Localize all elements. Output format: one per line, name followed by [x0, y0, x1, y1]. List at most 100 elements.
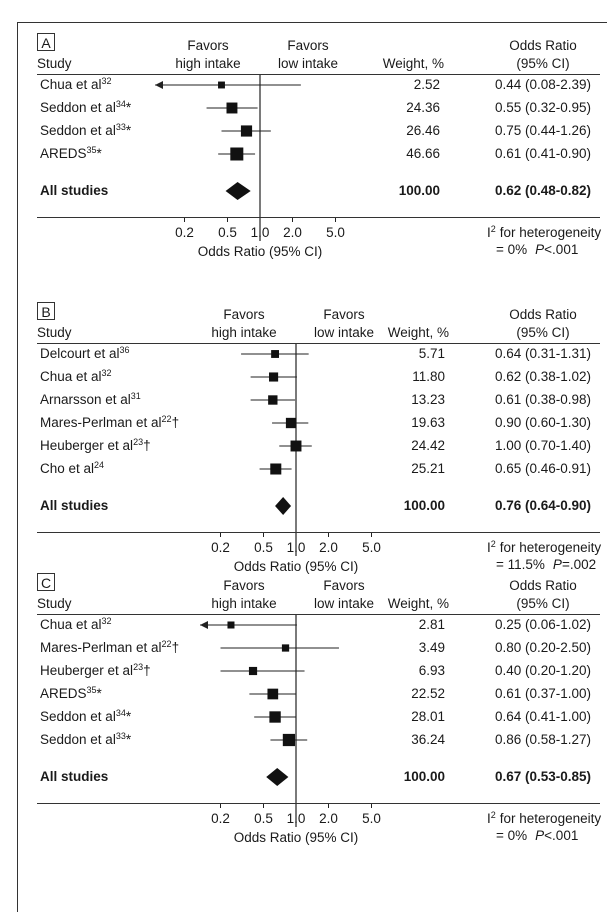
study-label: Chua et al32 [40, 77, 112, 93]
study-ref: 22 [161, 414, 172, 424]
point-estimate [290, 440, 302, 452]
study-label: Chua et al32 [40, 369, 112, 385]
study-ref: 36 [119, 345, 130, 355]
study-or-ci: 0.75 (0.44-1.26) [494, 123, 592, 138]
study-label: Seddon et al34* [40, 709, 131, 725]
study-weight: 24.36 [406, 100, 440, 115]
heterogeneity-i2: = 0% [496, 828, 528, 843]
forest-plot-svg [220, 344, 372, 556]
study-or-ci: 0.61 (0.38-0.98) [494, 392, 592, 407]
point-estimate [218, 81, 225, 89]
pooled-or-ci: 0.62 (0.48-0.82) [494, 183, 592, 198]
point-estimate [226, 102, 238, 114]
header-favors-high-sub: high intake [175, 56, 241, 71]
i-squared: I [487, 225, 491, 240]
heterogeneity-i2: = 0% [496, 242, 528, 257]
x-tick-label: 0.5 [254, 811, 273, 826]
header-study: Study [37, 56, 72, 71]
study-name: Mares-Perlman et al [40, 640, 162, 655]
study-or-ci: 0.65 (0.46-0.91) [494, 461, 592, 476]
p-value: <.001 [544, 242, 579, 257]
study-name: Heuberger et al [40, 438, 134, 453]
study-ref: 33 [115, 731, 126, 741]
heterogeneity-label: for heterogeneity [499, 540, 602, 555]
study-name: AREDS [40, 686, 87, 701]
ci-arrow [200, 621, 208, 629]
study-weight: 5.71 [418, 346, 445, 361]
study-ref: 31 [130, 391, 141, 401]
study-label: Cho et al24 [40, 461, 104, 477]
study-weight: 25.21 [411, 461, 445, 476]
p-value: <.001 [544, 828, 579, 843]
forest-panel-b: B Study Favors high intake Favors low intake W… [0, 297, 610, 574]
ci-arrow [155, 81, 163, 89]
study-mark: * [125, 100, 132, 115]
point-estimate [227, 621, 235, 629]
header-favors-low: Favors [323, 307, 365, 322]
study-weight: 26.46 [406, 123, 440, 138]
study-mark: * [96, 686, 102, 701]
heterogeneity-label: for heterogeneity [499, 811, 602, 826]
p-label: P [552, 557, 562, 572]
study-mark: * [125, 709, 132, 724]
header-favors-low: Favors [323, 578, 365, 593]
study-name: Heuberger et al [40, 663, 134, 678]
x-tick-label: 2.0 [319, 540, 338, 555]
header-rule [37, 614, 600, 615]
study-weight: 11.80 [412, 369, 445, 384]
study-ref: 34 [115, 708, 126, 718]
study-weight: 19.63 [411, 415, 445, 430]
point-estimate [269, 372, 279, 382]
study-ref: 24 [94, 460, 105, 470]
header-favors-low-sub: low intake [313, 325, 375, 340]
header-rule [37, 74, 600, 75]
study-weight: 6.93 [418, 663, 445, 678]
study-label: Delcourt et al36 [40, 346, 130, 362]
study-name: Mares-Perlman et al [40, 415, 162, 430]
pooled-or-ci: 0.76 (0.64-0.90) [494, 498, 592, 513]
forest-panel-c: C Study Favors high intake Favors low intake W… [0, 568, 610, 845]
header-odds-ratio: Odds Ratio [509, 307, 577, 322]
pooled-weight: 100.00 [398, 183, 440, 198]
point-estimate [271, 350, 280, 358]
study-name: Chua et al [40, 369, 102, 384]
x-tick-label: 2.0 [319, 811, 338, 826]
study-name: AREDS [40, 146, 87, 161]
study-or-ci: 0.64 (0.31-1.31) [494, 346, 592, 361]
study-label: Seddon et al33* [40, 123, 131, 139]
point-estimate [268, 395, 278, 405]
axis-rule [37, 217, 600, 218]
study-weight: 22.52 [411, 686, 445, 701]
study-or-ci: 0.86 (0.58-1.27) [494, 732, 592, 747]
study-or-ci: 0.55 (0.32-0.95) [494, 100, 592, 115]
heterogeneity-label: for heterogeneity [499, 225, 602, 240]
study-or-ci: 0.80 (0.20-2.50) [494, 640, 592, 655]
pooled-label: All studies [40, 769, 109, 784]
x-tick-label: 0.2 [175, 225, 194, 240]
panel-label: C [37, 573, 55, 591]
study-name: Arnarsson et al [40, 392, 131, 407]
study-label: Heuberger et al23† [40, 438, 151, 454]
study-ref: 32 [101, 76, 112, 86]
forest-panel-a: A Study Favors high intake Favors low intake W… [0, 28, 610, 298]
header-favors-high: Favors [223, 307, 265, 322]
point-estimate [281, 644, 290, 652]
header-ci: (95% CI) [516, 325, 570, 340]
pooled-diamond [266, 768, 289, 786]
study-label: Mares-Perlman et al22† [40, 640, 179, 656]
study-mark: * [96, 146, 102, 161]
study-weight: 36.24 [411, 732, 445, 747]
forest-plot-svg [155, 75, 336, 241]
study-or-ci: 0.25 (0.06-1.02) [494, 617, 592, 632]
pooled-diamond [275, 497, 292, 515]
point-estimate [282, 733, 296, 747]
x-tick-label: 5.0 [362, 811, 381, 826]
pooled-label: All studies [40, 498, 109, 513]
x-axis-label: Odds Ratio (95% CI) [233, 830, 359, 845]
study-label: Heuberger et al23† [40, 663, 151, 679]
pooled-diamond [225, 182, 251, 200]
figure-frame [17, 22, 607, 912]
study-name: Chua et al [40, 617, 102, 632]
header-favors-high: Favors [223, 578, 265, 593]
i-squared: I [487, 811, 491, 826]
